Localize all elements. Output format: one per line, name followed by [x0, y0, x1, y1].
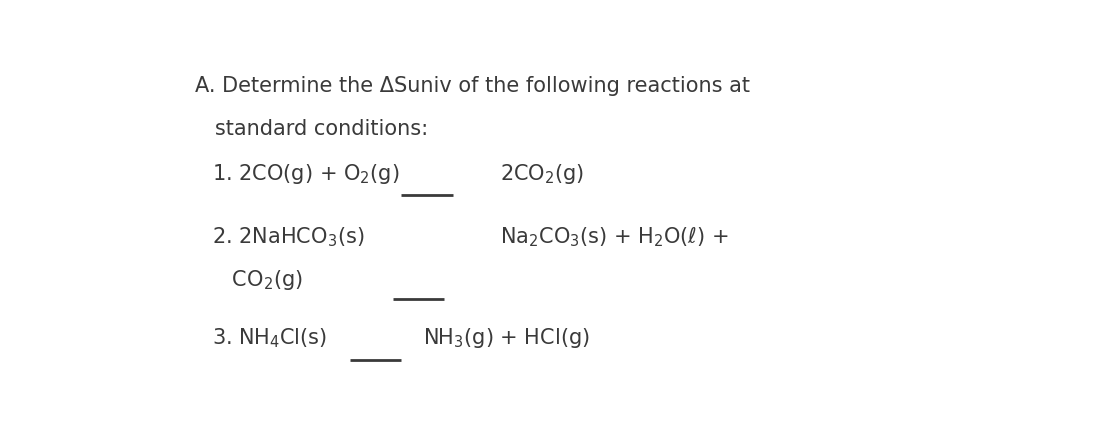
Text: NH$_3$(g) + HCl(g): NH$_3$(g) + HCl(g)	[423, 327, 589, 351]
Text: 1. 2CO(g) + O$_2$(g): 1. 2CO(g) + O$_2$(g)	[212, 162, 400, 186]
Text: A. Determine the ΔSuniv of the following reactions at: A. Determine the ΔSuniv of the following…	[194, 76, 749, 96]
Text: CO$_2$(g): CO$_2$(g)	[212, 268, 303, 292]
Text: standard conditions:: standard conditions:	[194, 119, 427, 140]
Text: 2. 2NaHCO$_3$(s): 2. 2NaHCO$_3$(s)	[212, 226, 364, 249]
Text: 2CO$_2$(g): 2CO$_2$(g)	[500, 162, 584, 186]
Text: 3. NH$_4$Cl(s): 3. NH$_4$Cl(s)	[212, 327, 326, 350]
Text: Na$_2$CO$_3$(s) + H$_2$O(ℓ) +: Na$_2$CO$_3$(s) + H$_2$O(ℓ) +	[500, 226, 729, 249]
